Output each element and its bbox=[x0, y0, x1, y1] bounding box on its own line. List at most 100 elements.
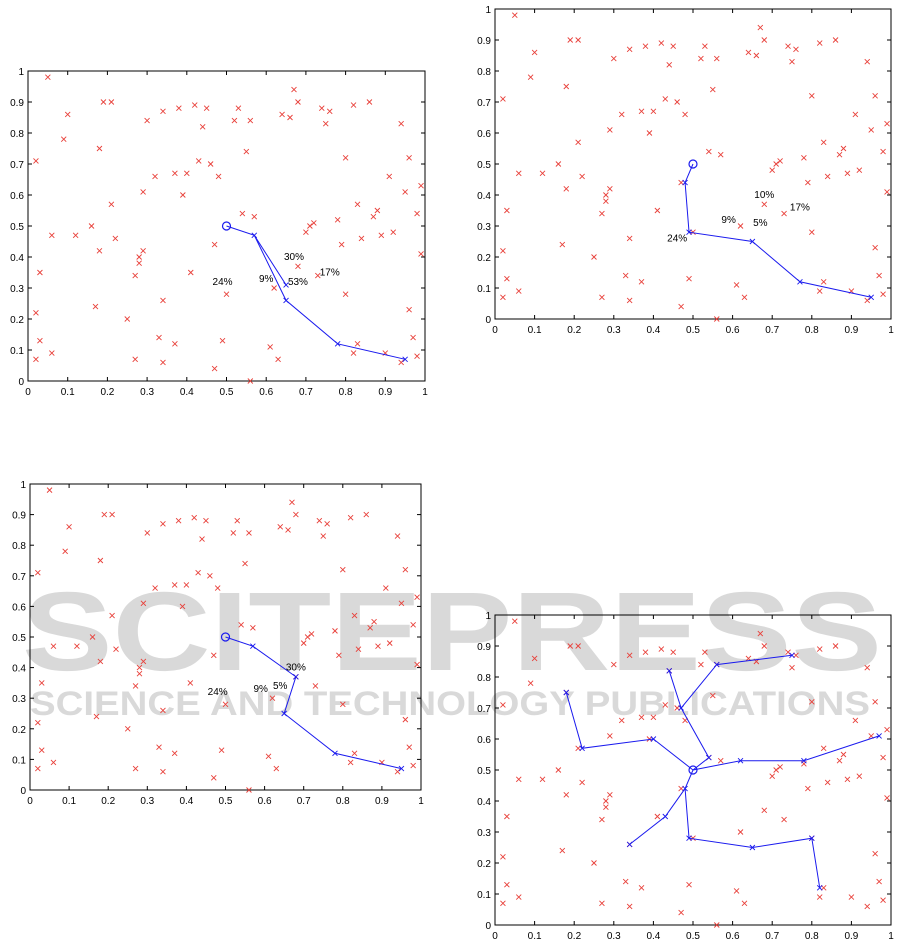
x-tick-label: 0.6 bbox=[259, 387, 273, 398]
data-point bbox=[251, 213, 258, 220]
y-tick-label: 0.6 bbox=[12, 602, 26, 613]
x-tick-label: 0.8 bbox=[805, 325, 819, 336]
x-tick-label: 0.7 bbox=[297, 796, 311, 807]
data-point bbox=[884, 189, 890, 195]
data-point bbox=[559, 241, 566, 248]
y-tick-label: 0.6 bbox=[477, 129, 491, 140]
data-point bbox=[575, 37, 581, 43]
data-point bbox=[339, 566, 346, 573]
data-point bbox=[108, 201, 115, 208]
x-tick-label: 0.5 bbox=[686, 931, 700, 942]
data-point bbox=[160, 297, 166, 304]
y-tick-label: 0.8 bbox=[477, 673, 491, 684]
data-point bbox=[74, 643, 80, 649]
path-node bbox=[666, 667, 673, 674]
data-point bbox=[753, 52, 760, 59]
y-tick-label: 0 bbox=[18, 377, 24, 388]
data-point bbox=[308, 631, 315, 637]
y-tick-label: 0.7 bbox=[477, 98, 491, 109]
data-point bbox=[864, 664, 871, 671]
data-point bbox=[511, 618, 518, 625]
path-node bbox=[737, 757, 744, 764]
data-point bbox=[414, 594, 420, 601]
path-node bbox=[706, 754, 712, 761]
percentage-label: 53% bbox=[288, 277, 308, 288]
data-point bbox=[132, 272, 139, 279]
x-tick-label: 0.7 bbox=[765, 931, 779, 942]
x-tick-label: 0 bbox=[492, 931, 498, 942]
data-point bbox=[527, 74, 534, 81]
data-point bbox=[35, 569, 41, 576]
data-point bbox=[824, 779, 831, 786]
data-point bbox=[273, 765, 280, 772]
data-point bbox=[243, 148, 250, 155]
data-point bbox=[579, 779, 585, 786]
data-point bbox=[324, 520, 330, 527]
data-point bbox=[650, 714, 657, 721]
y-tick-label: 1 bbox=[485, 5, 491, 16]
data-point bbox=[246, 530, 252, 536]
data-point bbox=[101, 511, 108, 518]
data-point bbox=[603, 798, 609, 804]
path-node bbox=[250, 643, 256, 649]
x-tick-label: 1 bbox=[888, 931, 894, 942]
y-tick-label: 0.6 bbox=[10, 191, 24, 202]
data-point bbox=[599, 210, 605, 217]
data-point bbox=[531, 49, 538, 56]
path-node bbox=[283, 282, 289, 288]
data-point bbox=[33, 158, 39, 164]
data-point bbox=[293, 511, 299, 518]
tree-branch bbox=[668, 670, 682, 709]
data-point bbox=[97, 557, 104, 564]
data-point bbox=[785, 43, 791, 50]
data-point bbox=[864, 58, 871, 65]
data-point bbox=[191, 102, 198, 108]
data-point bbox=[66, 524, 72, 530]
data-point bbox=[140, 600, 147, 607]
data-point bbox=[654, 207, 661, 214]
path-node bbox=[876, 733, 882, 739]
chart-panel-3: 0 0.1 0.2 0.3 0.4 0.5 0.6 0.7 0.8 0.9 1 0 0.1 0.2 0.3 0… bbox=[12, 480, 424, 807]
data-point bbox=[599, 900, 605, 907]
data-point bbox=[195, 569, 201, 576]
y-tick-label: 0 bbox=[485, 921, 491, 932]
data-point bbox=[785, 649, 791, 656]
data-point bbox=[670, 649, 677, 656]
data-point bbox=[686, 275, 692, 282]
data-point bbox=[816, 894, 823, 900]
data-point bbox=[607, 127, 613, 133]
data-point bbox=[203, 105, 210, 112]
data-point bbox=[650, 108, 657, 115]
data-point bbox=[801, 154, 807, 161]
path-node bbox=[686, 229, 692, 236]
data-point bbox=[291, 86, 297, 93]
x-tick-label: 0.3 bbox=[607, 325, 621, 336]
data-point bbox=[351, 612, 358, 619]
data-point bbox=[60, 136, 67, 143]
percentage-label: 9% bbox=[259, 274, 274, 285]
data-point bbox=[741, 900, 748, 907]
data-point bbox=[880, 897, 886, 904]
data-point bbox=[872, 698, 878, 705]
data-point bbox=[686, 881, 692, 888]
data-point bbox=[171, 750, 178, 757]
data-point bbox=[777, 158, 783, 164]
data-point bbox=[713, 55, 720, 62]
data-point bbox=[386, 173, 393, 180]
x-tick-label: 0.1 bbox=[528, 931, 542, 942]
data-point bbox=[872, 244, 878, 251]
data-point bbox=[246, 787, 252, 793]
start-marker bbox=[221, 221, 232, 231]
data-point bbox=[781, 816, 787, 823]
data-point bbox=[713, 922, 720, 928]
x-tick-label: 0.2 bbox=[567, 325, 581, 336]
chart-panel-1: 0 0.1 0.2 0.3 0.4 0.5 0.6 0.7 0.8 0.9 1 0 0.1 0.2 0.3 0… bbox=[10, 67, 428, 398]
x-tick-label: 0.7 bbox=[765, 325, 779, 336]
data-point bbox=[38, 747, 45, 754]
data-point bbox=[398, 359, 404, 366]
data-point bbox=[136, 670, 143, 677]
data-point bbox=[816, 40, 823, 46]
data-point bbox=[187, 680, 194, 686]
data-point bbox=[745, 49, 752, 56]
data-point bbox=[235, 105, 242, 112]
